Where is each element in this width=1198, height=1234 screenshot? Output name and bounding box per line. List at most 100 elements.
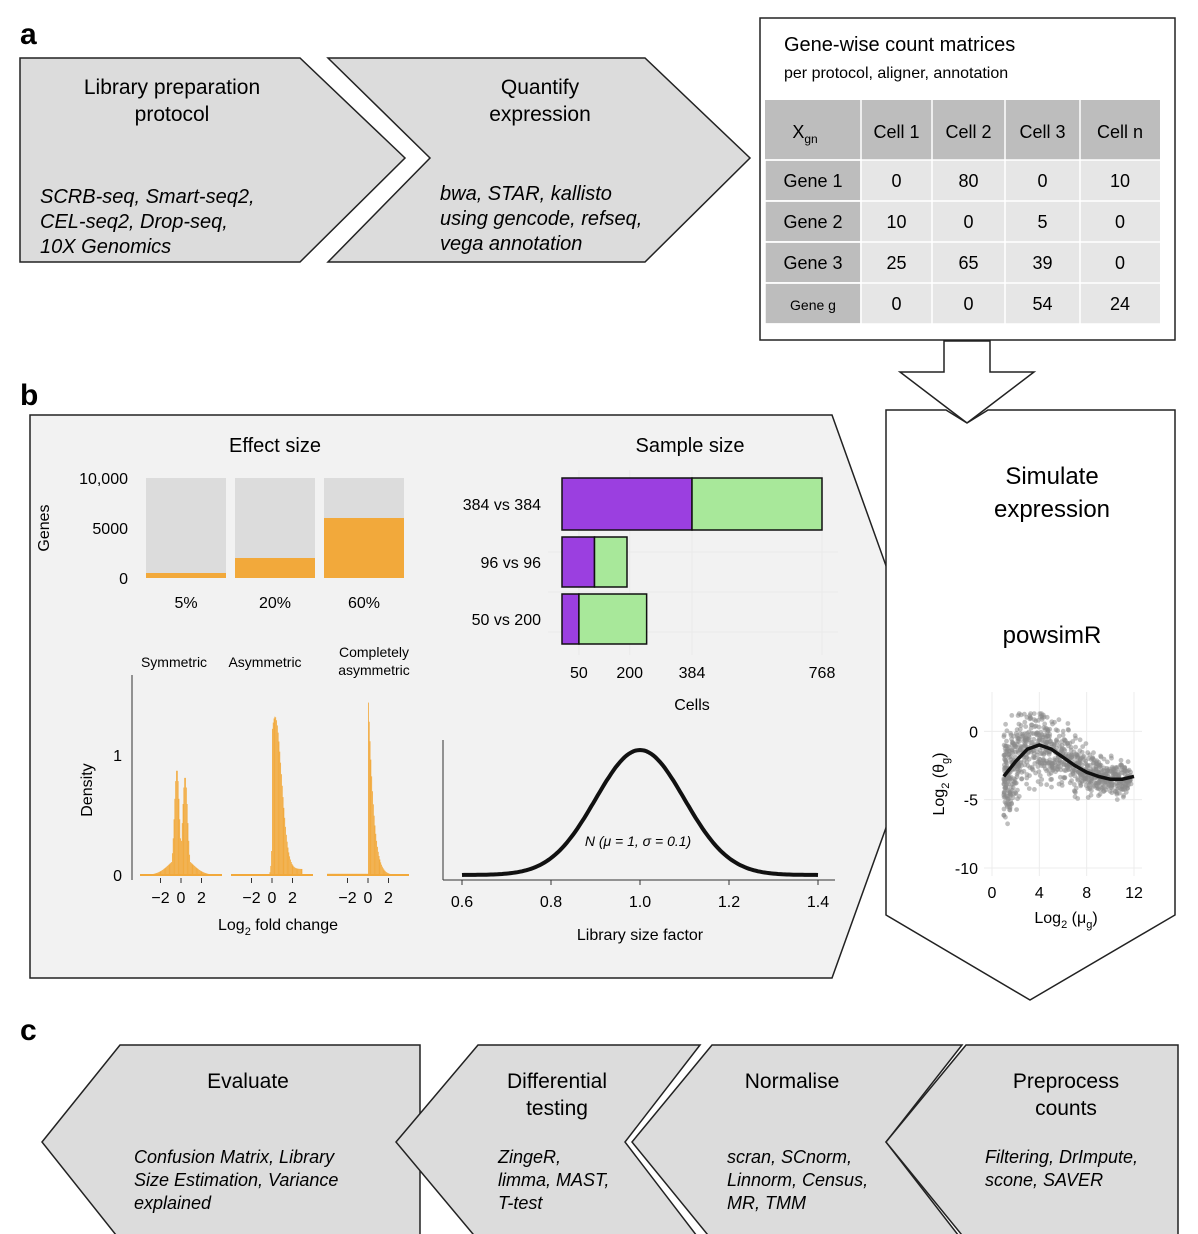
- scatter-point: [1079, 774, 1084, 780]
- scatter-point: [1004, 760, 1009, 766]
- scatter-point: [1057, 743, 1062, 749]
- scatter-point: [1003, 783, 1009, 789]
- density-bin: [186, 804, 188, 875]
- density-bin: [370, 759, 372, 875]
- scatter-point: [1018, 723, 1024, 728]
- x-tick-label: −2: [242, 890, 260, 907]
- density-bin: [288, 852, 290, 875]
- density-bin: [284, 817, 286, 875]
- scatter-point: [1037, 773, 1043, 778]
- step-detail-line: explained: [134, 1193, 212, 1213]
- scatter-point: [1001, 812, 1007, 818]
- scatter-point: [1072, 794, 1078, 800]
- density-bin: [373, 815, 375, 875]
- scatter-point: [1056, 733, 1062, 739]
- density-bin: [273, 718, 275, 875]
- x-tick-label: 2: [384, 890, 393, 907]
- bar-group-a: [561, 536, 596, 588]
- scatter-point: [1006, 796, 1011, 802]
- density-bin: [280, 762, 282, 875]
- density-bin: [290, 859, 291, 875]
- density-bin: [171, 853, 173, 875]
- chevron-arrow-shape: [19, 57, 407, 263]
- x-axis-label: Cells: [674, 697, 710, 714]
- step-detail-line: using gencode, refseq,: [440, 208, 642, 230]
- scatter-point: [1035, 764, 1041, 769]
- step-title-line: Differential: [507, 1070, 607, 1093]
- y-tick-label: 1: [113, 748, 122, 765]
- density-bin: [180, 838, 181, 875]
- x-tick-label: −2: [151, 890, 169, 907]
- density-bin: [165, 867, 167, 875]
- chevron-arrow-shape: [885, 1044, 1179, 1234]
- column-header: Cell n: [1097, 122, 1143, 142]
- table-cell: 54: [1032, 294, 1052, 314]
- density-bin: [298, 868, 300, 875]
- row-header-cell: [764, 241, 862, 284]
- scatter-point: [1065, 727, 1071, 732]
- density-bin: [300, 868, 302, 875]
- step-detail-line: bwa, STAR, kallisto: [440, 183, 612, 205]
- step-detail-line: SCRB-seq, Smart-seq2,: [40, 186, 255, 208]
- density-bin: [184, 777, 186, 875]
- scatter-point: [1083, 783, 1089, 788]
- density-bin: [381, 866, 383, 875]
- scatter-point: [1037, 714, 1043, 720]
- step-title-line: Evaluate: [207, 1070, 289, 1093]
- chart-title: Sample size: [636, 435, 745, 457]
- density-bin: [166, 866, 168, 875]
- density-bin: [204, 872, 206, 875]
- x-tick-label: 1.4: [807, 894, 829, 911]
- row-body-bg: [861, 201, 1160, 242]
- density-bin: [196, 868, 198, 875]
- scatter-point: [1060, 732, 1066, 738]
- scatter-point: [1059, 779, 1065, 785]
- density-bin: [162, 869, 163, 875]
- scatter-point: [1083, 741, 1089, 746]
- bar-effect: [146, 573, 226, 578]
- scatter-point: [1035, 779, 1041, 784]
- scatter-point: [1046, 771, 1052, 777]
- scatter-point: [1001, 734, 1007, 739]
- density-bin: [381, 864, 382, 875]
- density-bin: [185, 777, 186, 875]
- row-header: Gene 2: [783, 212, 842, 232]
- density-bin: [275, 717, 277, 875]
- scatter-point: [1047, 739, 1053, 744]
- scatter-point: [1038, 729, 1044, 735]
- scatter-point: [1094, 769, 1100, 775]
- x-tick-label: 2: [197, 890, 206, 907]
- density-bin: [276, 725, 278, 875]
- scatter-point: [1004, 738, 1009, 744]
- density-bin: [301, 868, 303, 875]
- scatter-point: [1070, 739, 1076, 744]
- scatter-point: [1085, 763, 1091, 769]
- step-library-prep: Library preparation protocol SCRB-seq, S…: [19, 57, 407, 263]
- scatter-point: [1023, 724, 1029, 729]
- y-tick-label: 50 vs 200: [472, 612, 541, 629]
- scatter-point: [1052, 756, 1058, 761]
- density-bin: [384, 870, 386, 875]
- scatter-point: [1009, 742, 1015, 748]
- density-bin: [192, 864, 194, 875]
- y-tick-label: 5000: [92, 521, 128, 538]
- x-tick-label: 0: [988, 885, 997, 902]
- density-bin: [181, 823, 183, 875]
- density-bin: [200, 870, 202, 875]
- density-bin: [376, 840, 378, 875]
- density-bin: [176, 770, 177, 875]
- step-title-line: testing: [526, 1097, 588, 1120]
- scatter-point: [1028, 725, 1034, 731]
- density-bin: [272, 722, 274, 875]
- scatter-point: [1114, 797, 1120, 802]
- table-cell: 80: [958, 171, 978, 191]
- density-bin: [299, 868, 300, 875]
- scatter-point: [1019, 776, 1025, 782]
- step-detail-line: T-test: [498, 1193, 543, 1213]
- chart-title: Effect size: [229, 435, 321, 457]
- scatter-point: [1006, 801, 1011, 807]
- table-cell: 24: [1110, 294, 1130, 314]
- scatter-point: [1077, 737, 1083, 743]
- density-bin: [162, 869, 164, 875]
